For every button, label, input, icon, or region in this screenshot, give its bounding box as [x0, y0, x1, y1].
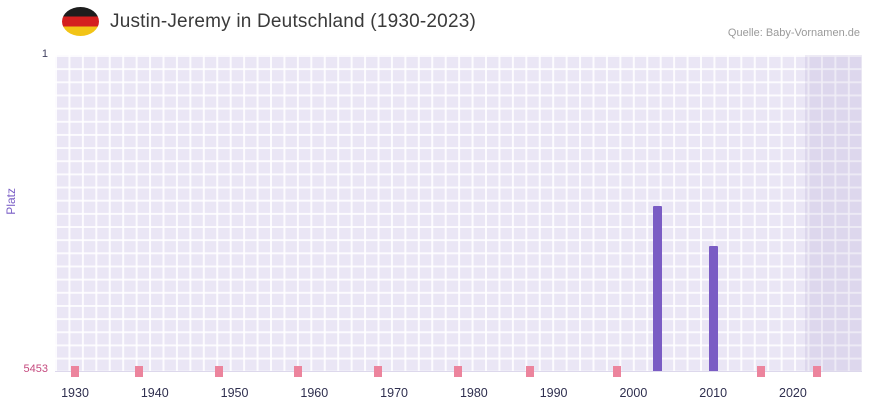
x-tick-label-1940: 1940 [140, 386, 169, 400]
x-axis-ticks: 1930 1940 1950 1960 1970 1980 1990 2000 2010 2020 [55, 386, 862, 402]
low-rank-marker-1938 [134, 366, 143, 377]
y-axis-title: Platz [4, 188, 18, 215]
x-tick-label-2010: 2010 [699, 386, 728, 400]
x-tick-label-1950: 1950 [220, 386, 249, 400]
low-rank-marker-1987 [525, 366, 534, 377]
x-tick-label-1970: 1970 [380, 386, 408, 400]
low-rank-marker-1948 [214, 366, 223, 377]
x-tick-label-2020: 2020 [779, 386, 807, 400]
low-rank-marker-1930 [71, 366, 79, 377]
plot-area [55, 55, 862, 377]
x-tick-label-2000: 2000 [619, 386, 648, 400]
recent-years-highlight-band [804, 55, 862, 371]
x-tick-label-1960: 1960 [300, 386, 329, 400]
x-tick-label-1930: 1930 [61, 386, 89, 400]
rank-bar-2010 [708, 245, 718, 371]
german-flag-icon [62, 7, 99, 36]
low-rank-marker-2016 [757, 366, 766, 377]
low-rank-marker-2023 [812, 366, 821, 377]
y-axis-min-label: 5453 [23, 363, 48, 375]
x-tick-label-1980: 1980 [459, 386, 488, 400]
rank-bar-2003 [652, 205, 662, 371]
low-rank-marker-1968 [374, 366, 383, 377]
low-rank-marker-1978 [453, 366, 462, 377]
page-title: Justin-Jeremy in Deutschland (1930-2023) [110, 11, 477, 32]
low-rank-marker-1998 [613, 366, 622, 377]
x-tick-label-1990: 1990 [539, 386, 568, 400]
low-rank-marker-1958 [294, 366, 303, 377]
y-axis-max-label: 1 [41, 48, 48, 60]
source-credit: Quelle: Baby-Vornamen.de [727, 27, 860, 39]
